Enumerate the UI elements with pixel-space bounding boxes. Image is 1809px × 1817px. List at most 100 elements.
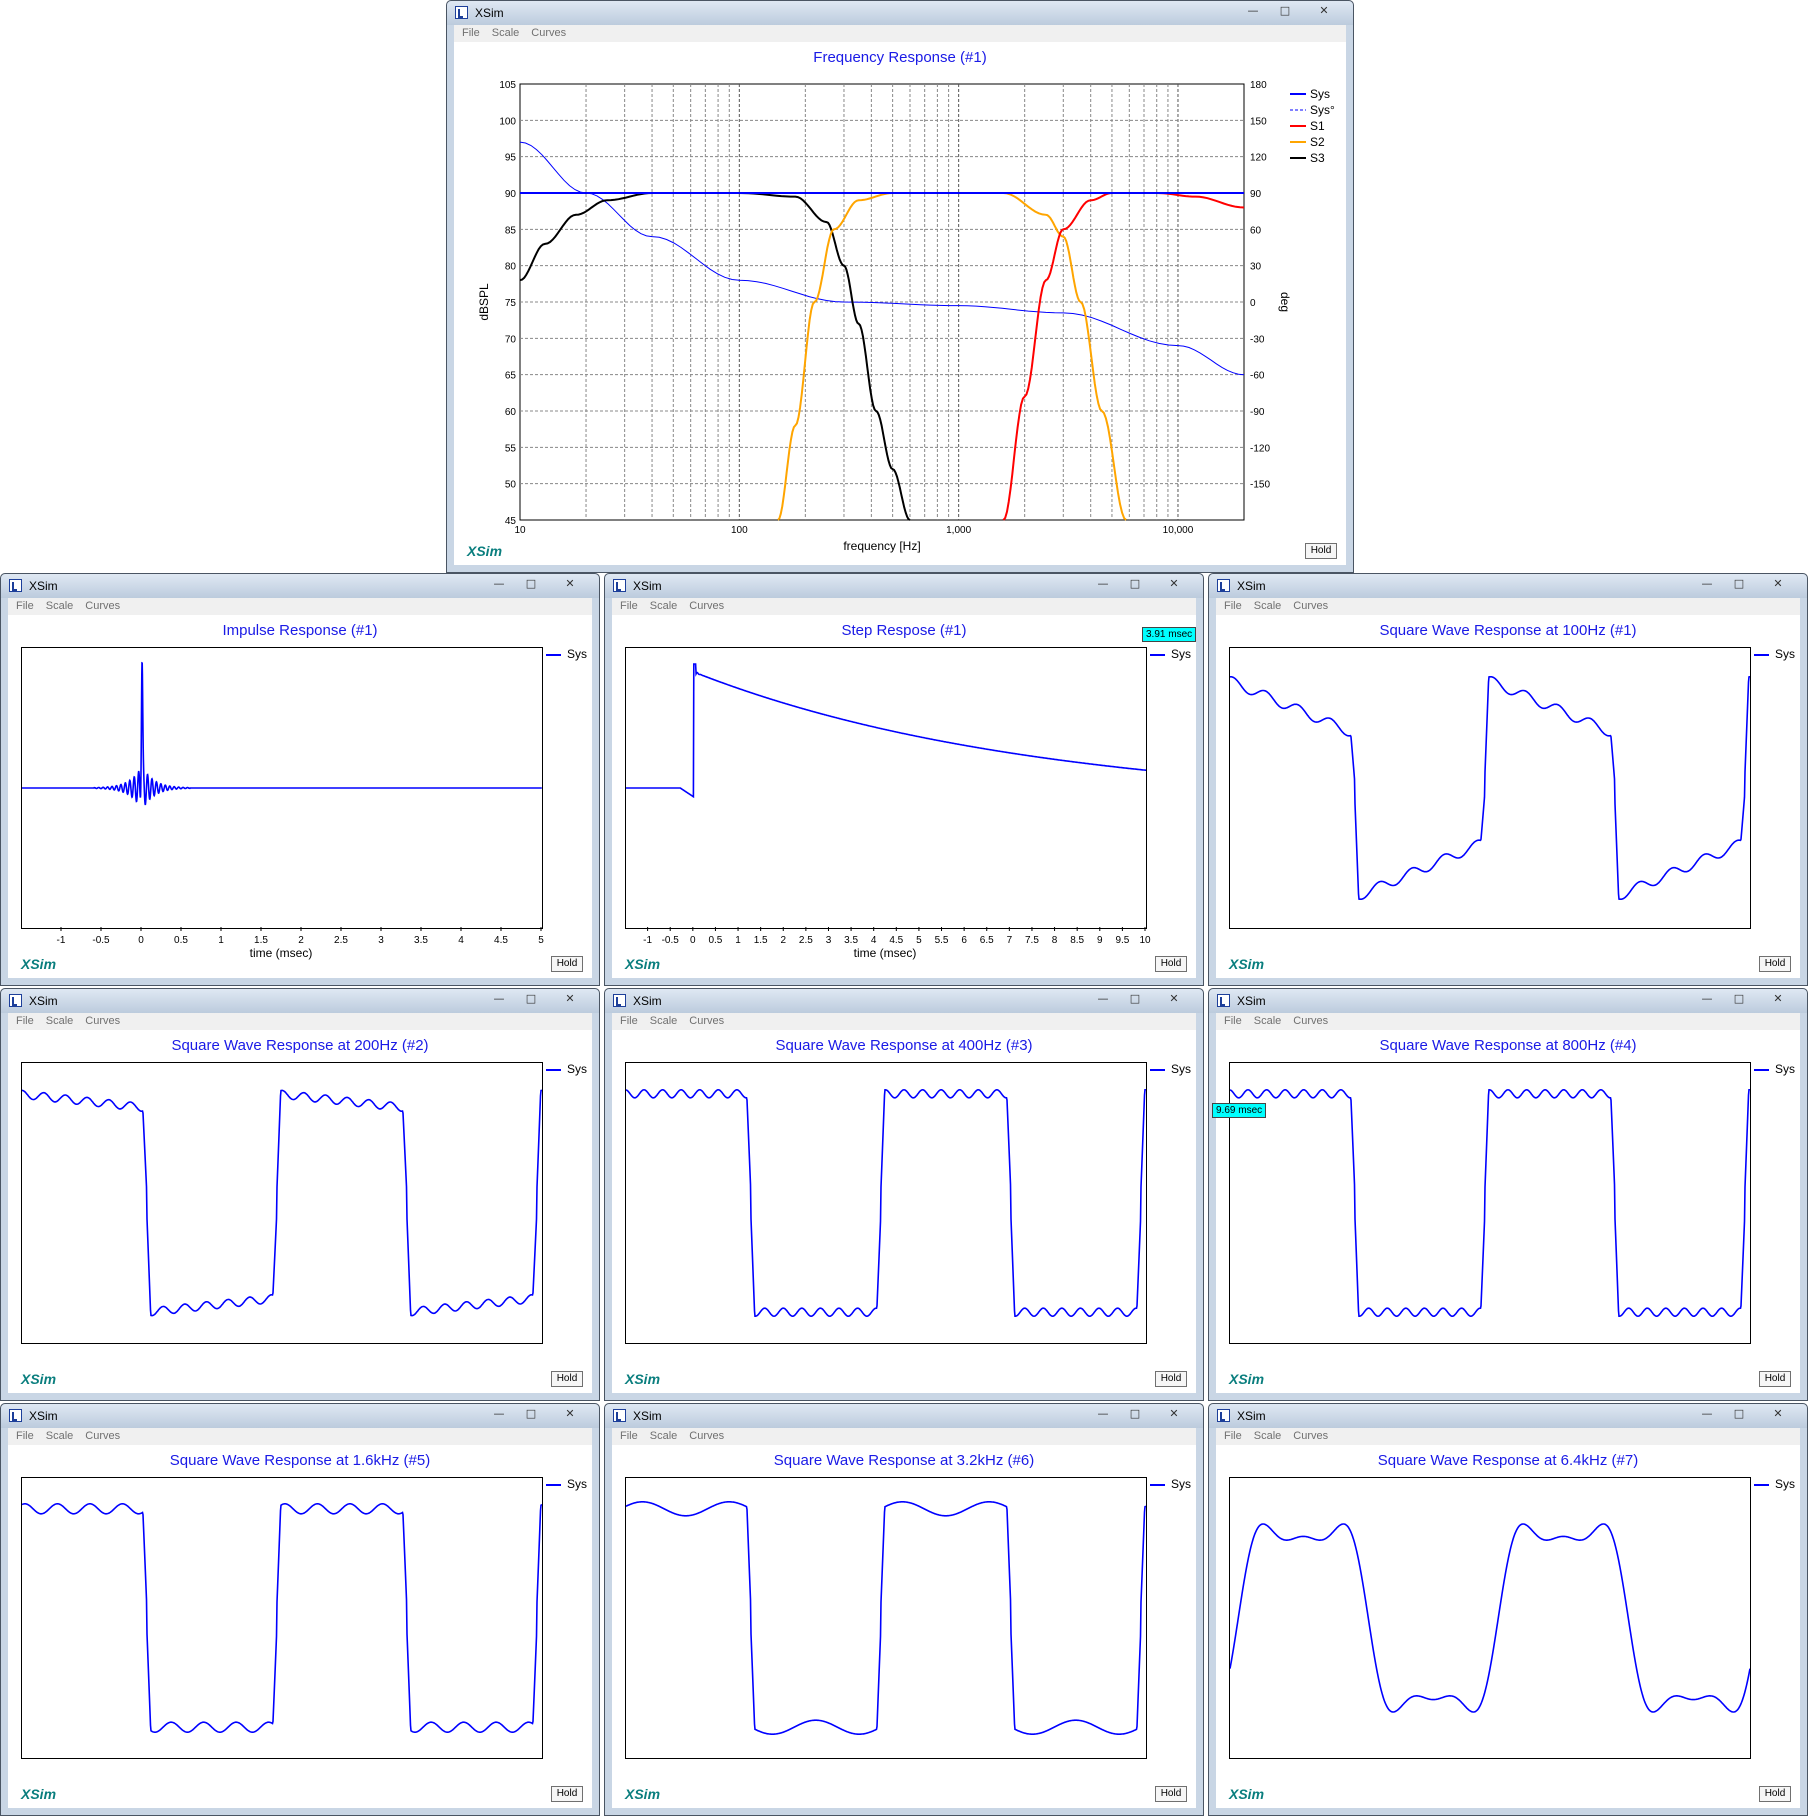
plot-area[interactable] (1229, 1062, 1751, 1344)
menu-bar: File Scale Curves (8, 598, 592, 615)
title-bar[interactable]: XSim — □ ✕ (1, 1404, 599, 1428)
menu-scale[interactable]: Scale (649, 600, 678, 612)
maximize-button[interactable]: □ (1129, 992, 1141, 1005)
menu-scale[interactable]: Scale (1253, 1015, 1282, 1027)
frequency-chart[interactable]: 1051009590858075706560555045180150120906… (454, 42, 1348, 567)
menu-curves[interactable]: Curves (689, 1015, 725, 1027)
menu-file[interactable]: File (1224, 600, 1242, 612)
x-axis-label: frequency [Hz] (843, 539, 920, 553)
title-bar[interactable]: XSim — □ ✕ (605, 574, 1203, 598)
menu-scale[interactable]: Scale (1253, 1430, 1282, 1442)
x-axis (612, 1342, 1198, 1382)
menu-curves[interactable]: Curves (1293, 1015, 1329, 1027)
menu-file[interactable]: File (620, 600, 638, 612)
maximize-button[interactable]: □ (1129, 577, 1141, 590)
close-button[interactable]: ✕ (1169, 1407, 1179, 1420)
minimize-button[interactable]: — (1097, 577, 1109, 590)
hold-button[interactable]: Hold (1155, 956, 1187, 972)
maximize-button[interactable]: □ (1129, 1407, 1141, 1420)
menu-file[interactable]: File (620, 1015, 638, 1027)
y-tick-label: 105 (499, 80, 516, 91)
minimize-button[interactable]: — (493, 577, 505, 590)
title-bar[interactable]: XSim — □ ✕ (1209, 1404, 1807, 1428)
plot-area[interactable] (21, 1062, 543, 1344)
menu-scale[interactable]: Scale (45, 1015, 74, 1027)
legend: Sys (1754, 647, 1795, 662)
plot-area[interactable] (1229, 1477, 1751, 1759)
title-bar[interactable]: XSim — □ ✕ (605, 989, 1203, 1013)
minimize-button[interactable]: — (1701, 992, 1713, 1005)
title-bar[interactable]: XSim — □ ✕ (605, 1404, 1203, 1428)
x-tick-label: 1 (735, 935, 741, 946)
maximize-button[interactable]: □ (525, 577, 537, 590)
menu-file[interactable]: File (1224, 1430, 1242, 1442)
menu-scale[interactable]: Scale (649, 1430, 678, 1442)
plot-area[interactable] (625, 1062, 1147, 1344)
plot-area[interactable] (21, 647, 543, 929)
menu-file[interactable]: File (620, 1430, 638, 1442)
menu-scale[interactable]: Scale (45, 600, 74, 612)
title-bar[interactable]: XSim — □ ✕ (1, 574, 599, 598)
legend-item: Sys (1754, 647, 1795, 662)
menu-curves[interactable]: Curves (85, 600, 121, 612)
close-button[interactable]: ✕ (565, 1407, 575, 1420)
hold-button[interactable]: Hold (1155, 1371, 1187, 1387)
menu-curves[interactable]: Curves (85, 1430, 121, 1442)
plot-area[interactable] (21, 1477, 543, 1759)
hold-button[interactable]: Hold (1759, 1371, 1791, 1387)
close-button[interactable]: ✕ (1169, 992, 1179, 1005)
maximize-button[interactable]: □ (1279, 4, 1291, 17)
title-bar[interactable]: XSim — □ ✕ (1, 989, 599, 1013)
minimize-button[interactable]: — (1097, 992, 1109, 1005)
app-icon (9, 994, 22, 1007)
menu-curves[interactable]: Curves (531, 27, 567, 39)
legend-swatch (1150, 654, 1165, 656)
maximize-button[interactable]: □ (1733, 577, 1745, 590)
hold-button[interactable]: Hold (1759, 956, 1791, 972)
menu-curves[interactable]: Curves (85, 1015, 121, 1027)
menu-file[interactable]: File (16, 600, 34, 612)
minimize-button[interactable]: — (493, 992, 505, 1005)
maximize-button[interactable]: □ (525, 1407, 537, 1420)
menu-curves[interactable]: Curves (1293, 1430, 1329, 1442)
menu-curves[interactable]: Curves (689, 1430, 725, 1442)
maximize-button[interactable]: □ (1733, 992, 1745, 1005)
close-button[interactable]: ✕ (1319, 4, 1329, 17)
plot-area[interactable] (625, 1477, 1147, 1759)
close-button[interactable]: ✕ (565, 577, 575, 590)
menu-file[interactable]: File (16, 1015, 34, 1027)
menu-curves[interactable]: Curves (689, 600, 725, 612)
minimize-button[interactable]: — (1097, 1407, 1109, 1420)
menu-scale[interactable]: Scale (45, 1430, 74, 1442)
title-bar[interactable]: XSim — □ ✕ (1209, 989, 1807, 1013)
hold-button[interactable]: Hold (551, 956, 583, 972)
close-button[interactable]: ✕ (1773, 992, 1783, 1005)
plot-title: Frequency Response (#1) (813, 49, 987, 66)
maximize-button[interactable]: □ (525, 992, 537, 1005)
menu-scale[interactable]: Scale (649, 1015, 678, 1027)
hold-button[interactable]: Hold (1305, 543, 1337, 559)
menu-scale[interactable]: Scale (491, 27, 520, 39)
close-button[interactable]: ✕ (1169, 577, 1179, 590)
hold-button[interactable]: Hold (551, 1786, 583, 1802)
menu-scale[interactable]: Scale (1253, 600, 1282, 612)
close-button[interactable]: ✕ (1773, 577, 1783, 590)
minimize-button[interactable]: — (1701, 1407, 1713, 1420)
minimize-button[interactable]: — (1701, 577, 1713, 590)
close-button[interactable]: ✕ (565, 992, 575, 1005)
hold-button[interactable]: Hold (551, 1371, 583, 1387)
menu-curves[interactable]: Curves (1293, 600, 1329, 612)
close-button[interactable]: ✕ (1773, 1407, 1783, 1420)
plot-area[interactable] (625, 647, 1147, 929)
maximize-button[interactable]: □ (1733, 1407, 1745, 1420)
title-bar[interactable]: XSim — □ ✕ (447, 1, 1353, 25)
title-bar[interactable]: XSim — □ ✕ (1209, 574, 1807, 598)
minimize-button[interactable]: — (1247, 4, 1259, 17)
minimize-button[interactable]: — (493, 1407, 505, 1420)
menu-file[interactable]: File (462, 27, 480, 39)
hold-button[interactable]: Hold (1155, 1786, 1187, 1802)
menu-file[interactable]: File (16, 1430, 34, 1442)
hold-button[interactable]: Hold (1759, 1786, 1791, 1802)
menu-file[interactable]: File (1224, 1015, 1242, 1027)
plot-area[interactable] (1229, 647, 1751, 929)
